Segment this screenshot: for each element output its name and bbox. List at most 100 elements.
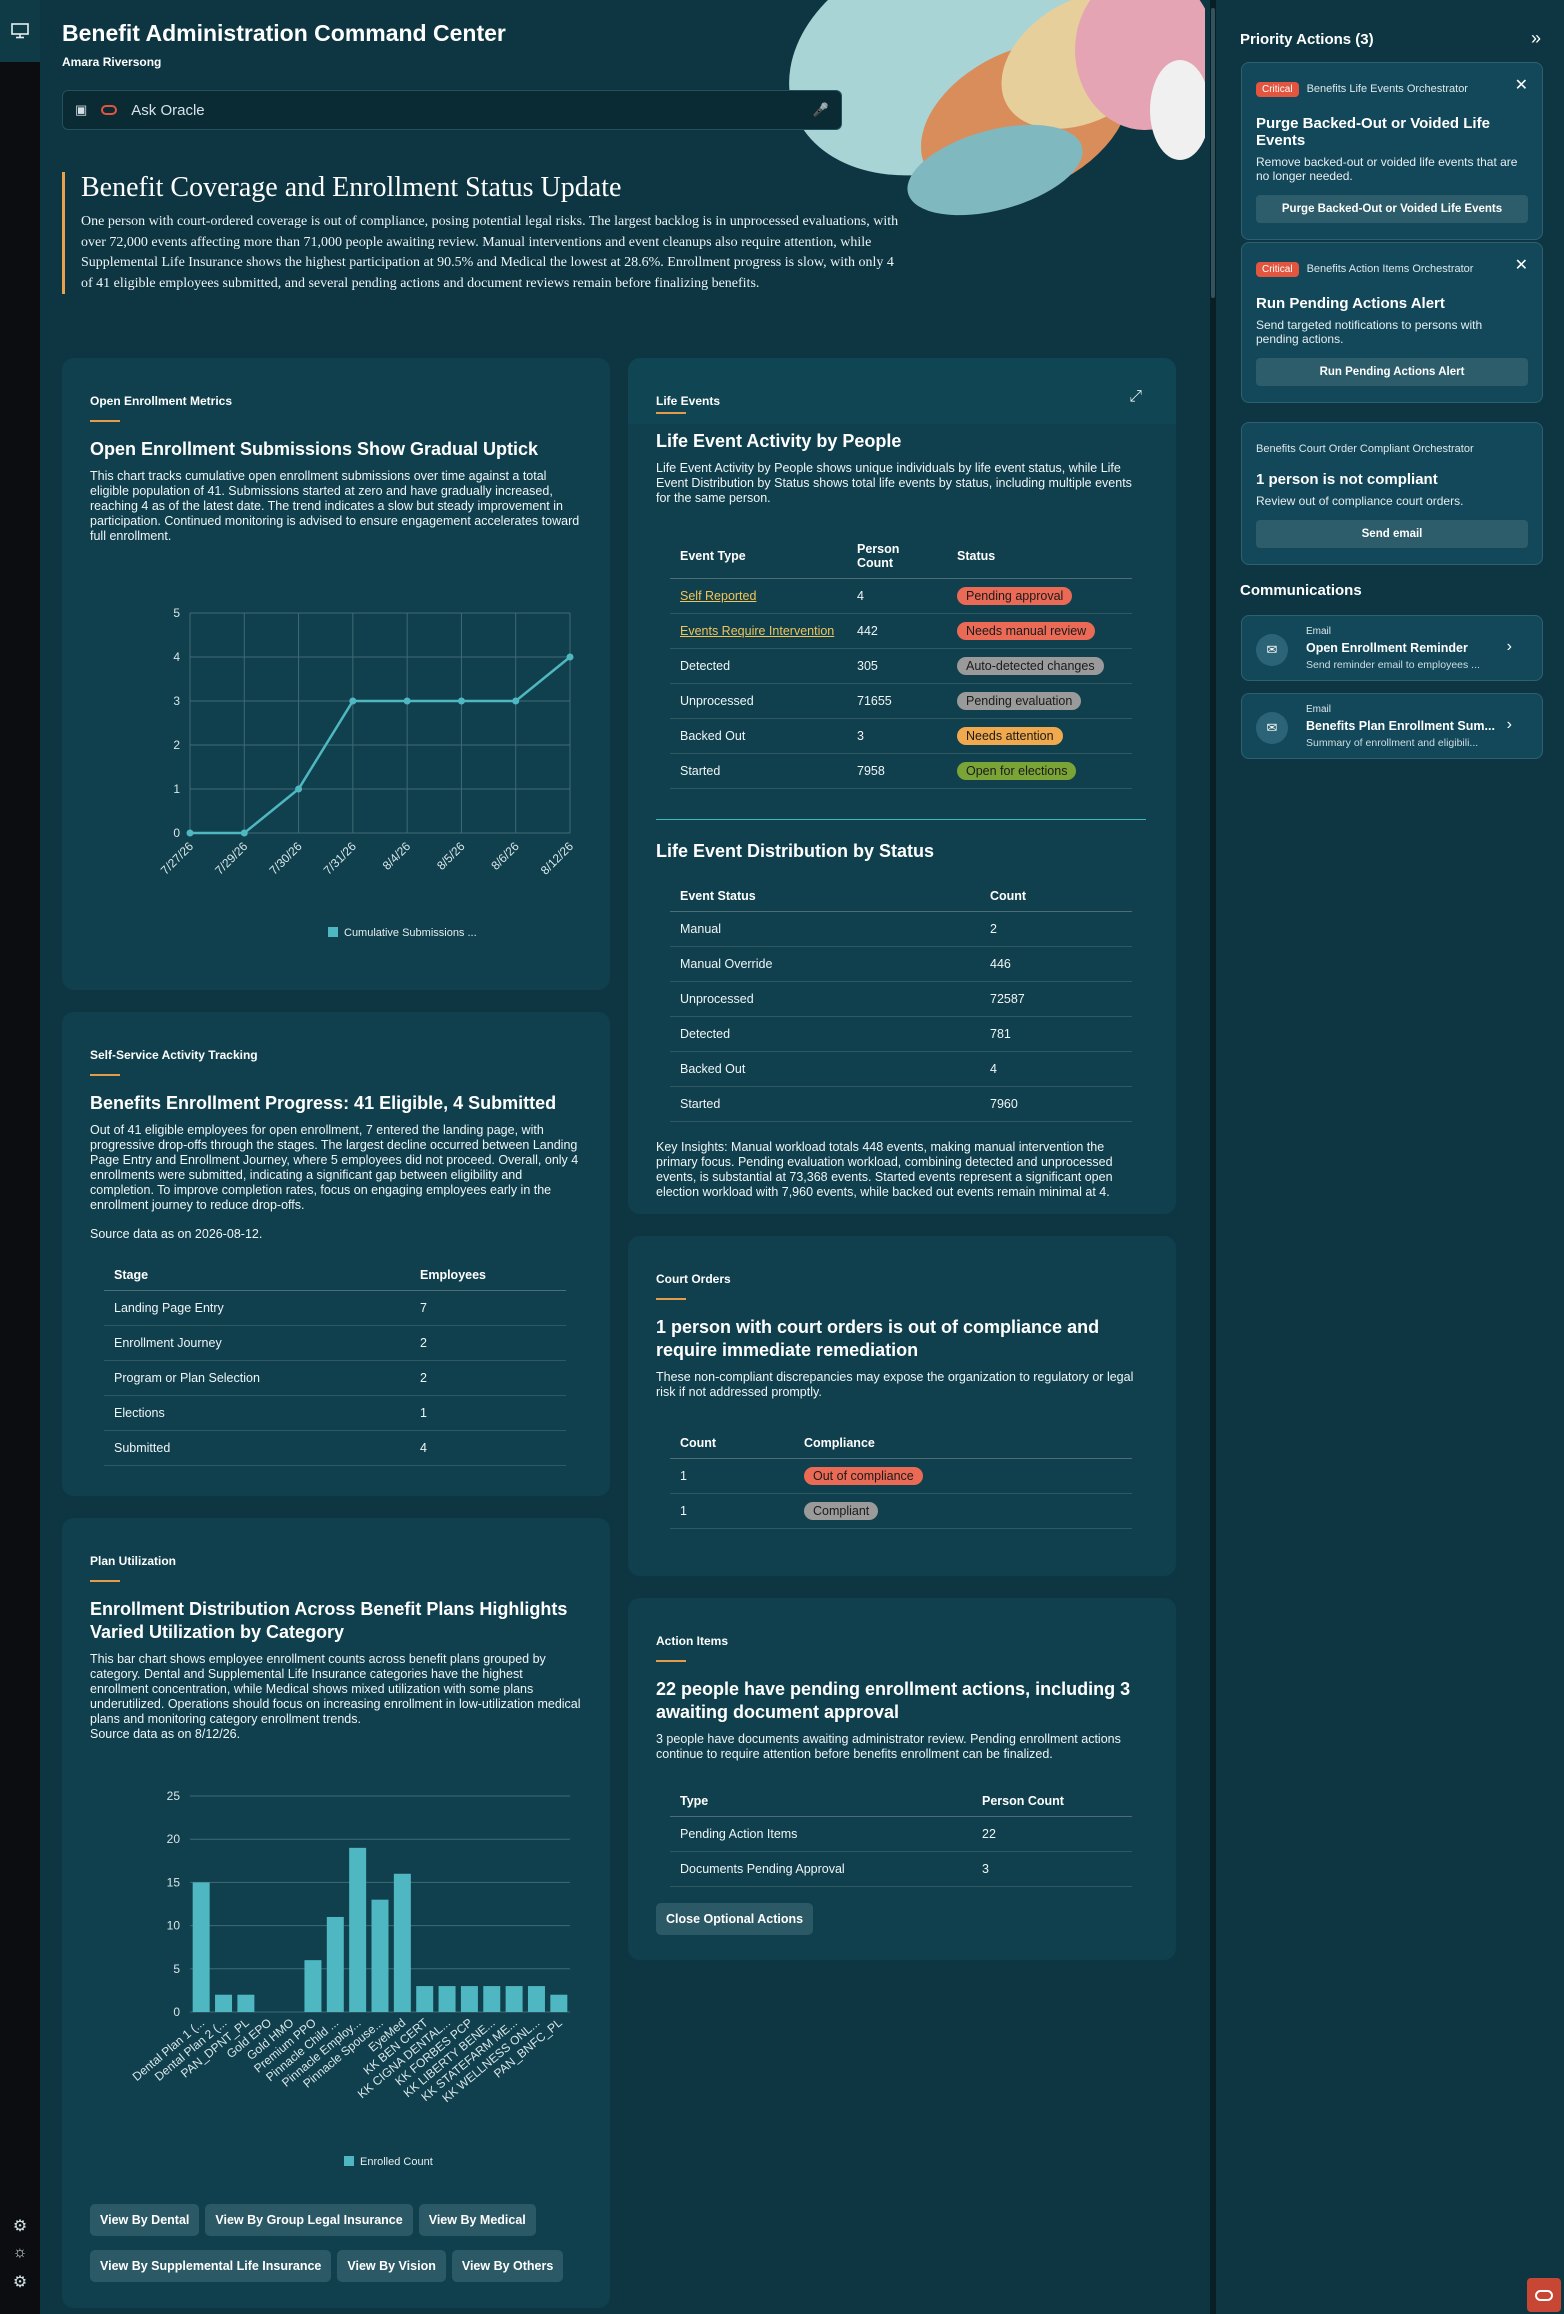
view-by-button[interactable]: View By Others — [451, 2250, 564, 2282]
card-label: Life Events — [656, 394, 721, 408]
x-tick-label: 7/31/26 — [321, 839, 359, 877]
table-row: Unprocessed 72587 — [670, 981, 1132, 1017]
event-type-text: Unprocessed — [680, 693, 754, 708]
close-icon[interactable]: ✕ — [1514, 257, 1528, 274]
x-tick-label: 7/29/26 — [212, 839, 250, 877]
priority-actions-panel: Priority Actions (3) » Critical Benefits … — [1216, 0, 1564, 2314]
view-by-button[interactable]: View By Group Legal Insurance — [205, 2204, 413, 2236]
count-cell: 4 — [980, 1051, 1132, 1087]
accent-line — [656, 1298, 686, 1300]
run-pending-actions-alert-button[interactable]: Run Pending Actions Alert — [1256, 358, 1528, 386]
notifications-icon[interactable]: ⚙ — [12, 2218, 28, 2235]
priority-description: Remove backed-out or voided life events … — [1256, 155, 1518, 183]
event-type-link[interactable]: Self Reported — [680, 588, 757, 603]
card-label: Plan Utilization — [90, 1554, 177, 1568]
column-header: Event Status — [670, 883, 980, 912]
card-description: This bar chart shows employee enrollment… — [90, 1652, 581, 1726]
event-type-link[interactable]: Events Require Intervention — [680, 623, 835, 638]
oracle-assistant-button[interactable] — [1527, 2278, 1561, 2312]
communication-description: Summary of enrollment and eligibili... — [1306, 737, 1479, 749]
y-tick-label: 3 — [173, 694, 180, 708]
settings-icon[interactable]: ⚙ — [12, 2274, 28, 2291]
table-row: Events Require Intervention 442 Needs manu… — [670, 613, 1132, 649]
y-tick-label: 0 — [173, 826, 180, 840]
communication-item[interactable]: ✉ Email Benefits Plan Enrollment Sum... … — [1241, 693, 1543, 759]
status-badge: Pending approval — [957, 586, 1073, 605]
count-cell: 1 — [670, 1493, 794, 1529]
y-tick-label: 4 — [173, 650, 180, 664]
summary-title: Benefit Coverage and Enrollment Status U… — [81, 172, 622, 203]
priority-card: Benefits Court Order Compliant Orchestra… — [1241, 422, 1543, 565]
panel-divider[interactable] — [1210, 0, 1216, 2314]
workspace-button[interactable] — [0, 0, 40, 62]
bar — [393, 1873, 411, 2012]
count-cell: 446 — [980, 946, 1132, 982]
bar — [460, 1986, 478, 2012]
sidebar-toggle-icon[interactable]: ▣ — [75, 102, 88, 117]
microphone-icon[interactable]: 🎤 — [812, 102, 829, 117]
summary-text: One person with court-ordered coverage i… — [81, 214, 899, 291]
status-badge: Open for elections — [957, 761, 1077, 780]
action-items-table: Type Person Count Pending Action Items 22… — [670, 1788, 1132, 1887]
communications-title: Communications — [1240, 582, 1362, 599]
status-cell: Needs manual review — [947, 613, 1132, 649]
court-orders-table: Count Compliance 1 Out of compliance 1 Comp… — [670, 1430, 1132, 1529]
table-row: Manual Override 446 — [670, 946, 1132, 982]
section-divider — [656, 819, 1146, 820]
table-row: Landing Page Entry 7 — [104, 1290, 566, 1326]
close-icon[interactable]: ✕ — [1514, 77, 1528, 94]
view-by-button[interactable]: View By Medical — [418, 2204, 536, 2236]
source-note: Source data as on 2026-08-12. — [90, 1227, 263, 1241]
card-description: 3 people have documents awaiting adminis… — [656, 1732, 1121, 1761]
table-row: Pending Action Items 22 — [670, 1816, 1132, 1852]
person-count-cell: 7958 — [847, 753, 947, 789]
chevron-right-icon: › — [1506, 716, 1512, 733]
card-title: Life Event Activity by People — [656, 431, 902, 451]
data-point — [403, 697, 411, 705]
person-count-cell: 305 — [847, 648, 947, 684]
send-email-button[interactable]: Send email — [1256, 520, 1528, 548]
table-row: Elections 1 — [104, 1395, 566, 1431]
table-row: Unprocessed 71655 Pending evaluation — [670, 683, 1132, 719]
column-header: Person Count — [847, 536, 947, 579]
compliance-badge: Compliant — [804, 1501, 879, 1520]
ask-oracle-bar[interactable]: ▣ 🎤 — [62, 90, 842, 130]
brightness-icon[interactable]: ☼ — [12, 2244, 28, 2261]
source-note: Source data as on 8/12/26. — [90, 1727, 241, 1741]
x-tick-label: 7/27/26 — [158, 839, 196, 877]
x-tick-label: 8/4/26 — [380, 839, 414, 873]
stage-cell: Landing Page Entry — [104, 1290, 410, 1326]
card-title: Benefits Enrollment Progress: 41 Eligibl… — [90, 1093, 557, 1113]
view-by-button[interactable]: View By Supplemental Life Insurance — [90, 2250, 332, 2282]
email-icon: ✉ — [1256, 712, 1288, 744]
close-optional-actions-button[interactable]: Close Optional Actions — [656, 1903, 814, 1935]
view-by-button[interactable]: View By Vision — [337, 2250, 446, 2282]
collapse-panel-icon[interactable]: » — [1531, 28, 1542, 48]
table-row: Detected 305 Auto-detected changes — [670, 648, 1132, 684]
life-event-distribution-table: Event Status Count Manual 2 Manual Overrid… — [670, 883, 1132, 1122]
priority-card: Critical Benefits Action Items Orchestrat… — [1241, 242, 1543, 403]
communication-name: Benefits Plan Enrollment Sum... — [1306, 719, 1495, 733]
bar — [416, 1986, 434, 2012]
court-orders-card: Court Orders 1 person with court orders … — [628, 1236, 1176, 1576]
view-by-button[interactable]: View By Dental — [90, 2204, 200, 2236]
table-row: Started 7960 — [670, 1086, 1132, 1122]
table-row: Submitted 4 — [104, 1430, 566, 1466]
expand-icon[interactable]: ⤢ — [1129, 388, 1142, 405]
ask-oracle-input[interactable] — [131, 101, 813, 119]
y-tick-label: 1 — [173, 782, 180, 796]
event-type-cell: Backed Out — [670, 718, 847, 754]
column-header: Status — [947, 536, 1132, 579]
chevron-right-icon: › — [1506, 638, 1512, 655]
event-status-cell: Started — [670, 1086, 980, 1122]
data-point — [349, 697, 357, 705]
stage-cell: Submitted — [104, 1430, 410, 1466]
purge-life-events-button[interactable]: Purge Backed-Out or Voided Life Events — [1256, 195, 1528, 223]
column-header: Event Type — [670, 536, 847, 579]
column-header: Employees — [410, 1262, 566, 1291]
status-cell: Open for elections — [947, 753, 1132, 789]
table-row: Self Reported 4 Pending approval — [670, 578, 1132, 614]
communication-item[interactable]: ✉ Email Open Enrollment Reminder Send re… — [1241, 615, 1543, 681]
plan-view-buttons: View By Dental View By Group Legal Insura… — [90, 2204, 582, 2296]
card-label: Open Enrollment Metrics — [90, 394, 233, 408]
